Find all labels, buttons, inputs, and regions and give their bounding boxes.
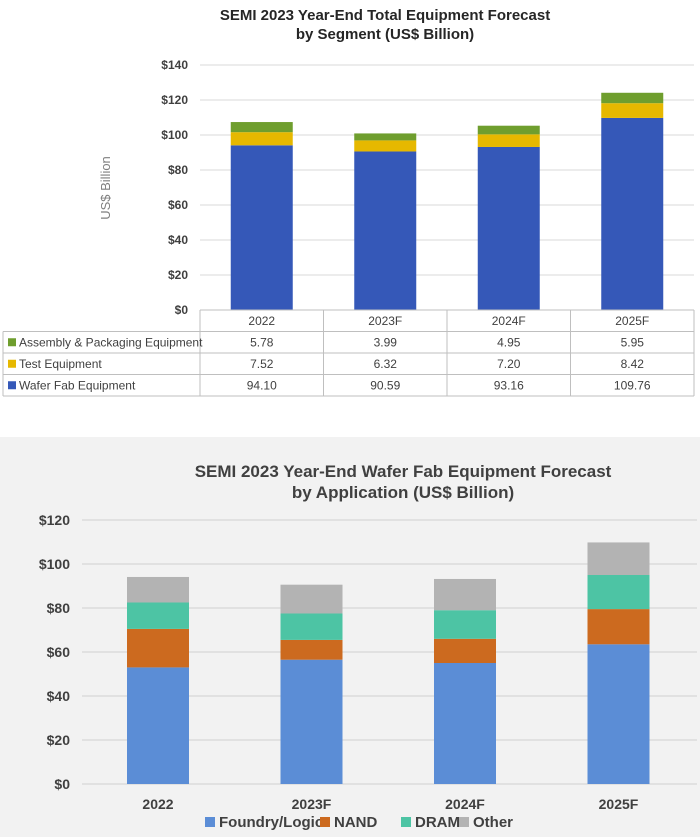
bar-segment: [127, 628, 189, 668]
data-label: 5.78: [250, 336, 274, 350]
segment-chart-bars: [230, 92, 664, 310]
legend-swatch: [8, 381, 16, 390]
y-tick-label: $60: [168, 198, 188, 212]
bar-segment: [127, 602, 189, 629]
legend-label: Foundry/Logic: [219, 814, 323, 831]
data-label: 7.52: [250, 357, 274, 371]
x-tick-label: 2025F: [615, 314, 649, 328]
bar-segment: [477, 146, 540, 310]
bar-segment: [280, 659, 343, 784]
bar-segment: [127, 667, 189, 784]
legend-label: Other: [473, 814, 513, 831]
bar-segment: [354, 140, 417, 152]
chart-separator: [0, 400, 700, 437]
legend-label: Assembly & Packaging Equipment: [19, 336, 203, 350]
segment-chart-data-table: 2022 2023F 2024F 2025F Assembly & Packaging …: [2, 309, 695, 397]
legend-label: NAND: [334, 814, 377, 831]
bar-segment: [587, 542, 650, 575]
data-label: 93.16: [494, 379, 524, 393]
y-tick-label: $80: [168, 163, 188, 177]
y-tick-label: $80: [47, 600, 71, 616]
x-tick-label: 2022: [142, 796, 173, 812]
bar-segment: [601, 117, 664, 310]
bar-segment: [280, 584, 343, 614]
bar-segment: [477, 125, 540, 135]
data-label: 4.95: [497, 336, 521, 350]
data-label: 6.32: [374, 357, 398, 371]
bar-segment: [127, 576, 189, 603]
bar-segment: [354, 133, 417, 141]
bar-segment: [587, 609, 650, 645]
y-tick-label: $0: [54, 776, 70, 792]
bar-segment: [280, 613, 343, 640]
bar-segment: [434, 663, 496, 784]
legend-label: DRAM: [415, 814, 460, 831]
legend-swatch: [205, 817, 215, 827]
bar-segment: [587, 644, 650, 784]
y-tick-label: $120: [39, 512, 70, 528]
y-tick-label: $20: [168, 268, 188, 282]
y-tick-label: $100: [39, 556, 70, 572]
application-chart-title: SEMI 2023 Year-End Wafer Fab Equipment F…: [195, 462, 612, 481]
segment-chart-subtitle: by Segment (US$ Billion): [296, 26, 474, 43]
y-tick-label: $140: [161, 58, 188, 72]
application-chart: SEMI 2023 Year-End Wafer Fab Equipment F…: [0, 437, 700, 837]
data-label: 3.99: [374, 336, 398, 350]
bar-segment: [434, 610, 496, 639]
x-tick-label: 2025F: [599, 796, 639, 812]
legend-swatch: [8, 359, 16, 368]
legend-swatch: [401, 817, 411, 827]
legend-swatch: [320, 817, 330, 827]
data-label: 5.95: [621, 336, 645, 350]
x-tick-label: 2024F: [492, 314, 526, 328]
data-label: 109.76: [614, 379, 651, 393]
y-tick-label: $100: [161, 128, 188, 142]
bar-segment: [230, 122, 293, 133]
bar-segment: [230, 132, 293, 146]
segment-chart-title: SEMI 2023 Year-End Total Equipment Forec…: [220, 7, 550, 24]
legend-swatch: [459, 817, 469, 827]
data-label: 8.42: [621, 357, 645, 371]
bar-segment: [587, 575, 650, 610]
segment-chart-ylabel: US$ Billion: [98, 156, 113, 220]
y-tick-label: $120: [161, 93, 188, 107]
y-tick-label: $60: [47, 644, 71, 660]
application-chart-subtitle: by Application (US$ Billion): [292, 483, 514, 502]
y-tick-label: $0: [175, 303, 189, 317]
x-tick-label: 2023F: [292, 796, 332, 812]
bar-segment: [280, 639, 343, 660]
legend-label: Test Equipment: [19, 357, 102, 371]
legend-label: Wafer Fab Equipment: [19, 379, 136, 393]
data-label: 7.20: [497, 357, 521, 371]
segment-chart-y-axis: $0 $20 $40 $60 $80 $100 $120 $140: [161, 58, 188, 317]
data-label: 94.10: [247, 379, 277, 393]
legend-swatch: [8, 338, 16, 347]
bar-segment: [434, 638, 496, 663]
x-tick-label: 2023F: [368, 314, 402, 328]
y-tick-label: $20: [47, 732, 71, 748]
bar-segment: [601, 92, 664, 104]
bar-segment: [434, 578, 496, 611]
application-chart-bars: [127, 542, 650, 784]
x-tick-label: 2022: [248, 314, 275, 328]
bar-segment: [230, 145, 293, 310]
bar-segment: [354, 151, 417, 310]
x-tick-label: 2024F: [445, 796, 485, 812]
y-tick-label: $40: [47, 688, 71, 704]
bar-segment: [601, 103, 664, 118]
segment-chart: SEMI 2023 Year-End Total Equipment Forec…: [2, 7, 695, 397]
application-chart-x-axis: 2022 2023F 2024F 2025F: [142, 796, 638, 812]
data-label: 90.59: [370, 379, 400, 393]
application-chart-y-axis: $0 $20 $40 $60 $80 $100 $120: [39, 512, 70, 792]
application-chart-legend: Foundry/Logic NAND DRAM Other: [205, 814, 513, 831]
bar-segment: [477, 134, 540, 147]
y-tick-label: $40: [168, 233, 188, 247]
